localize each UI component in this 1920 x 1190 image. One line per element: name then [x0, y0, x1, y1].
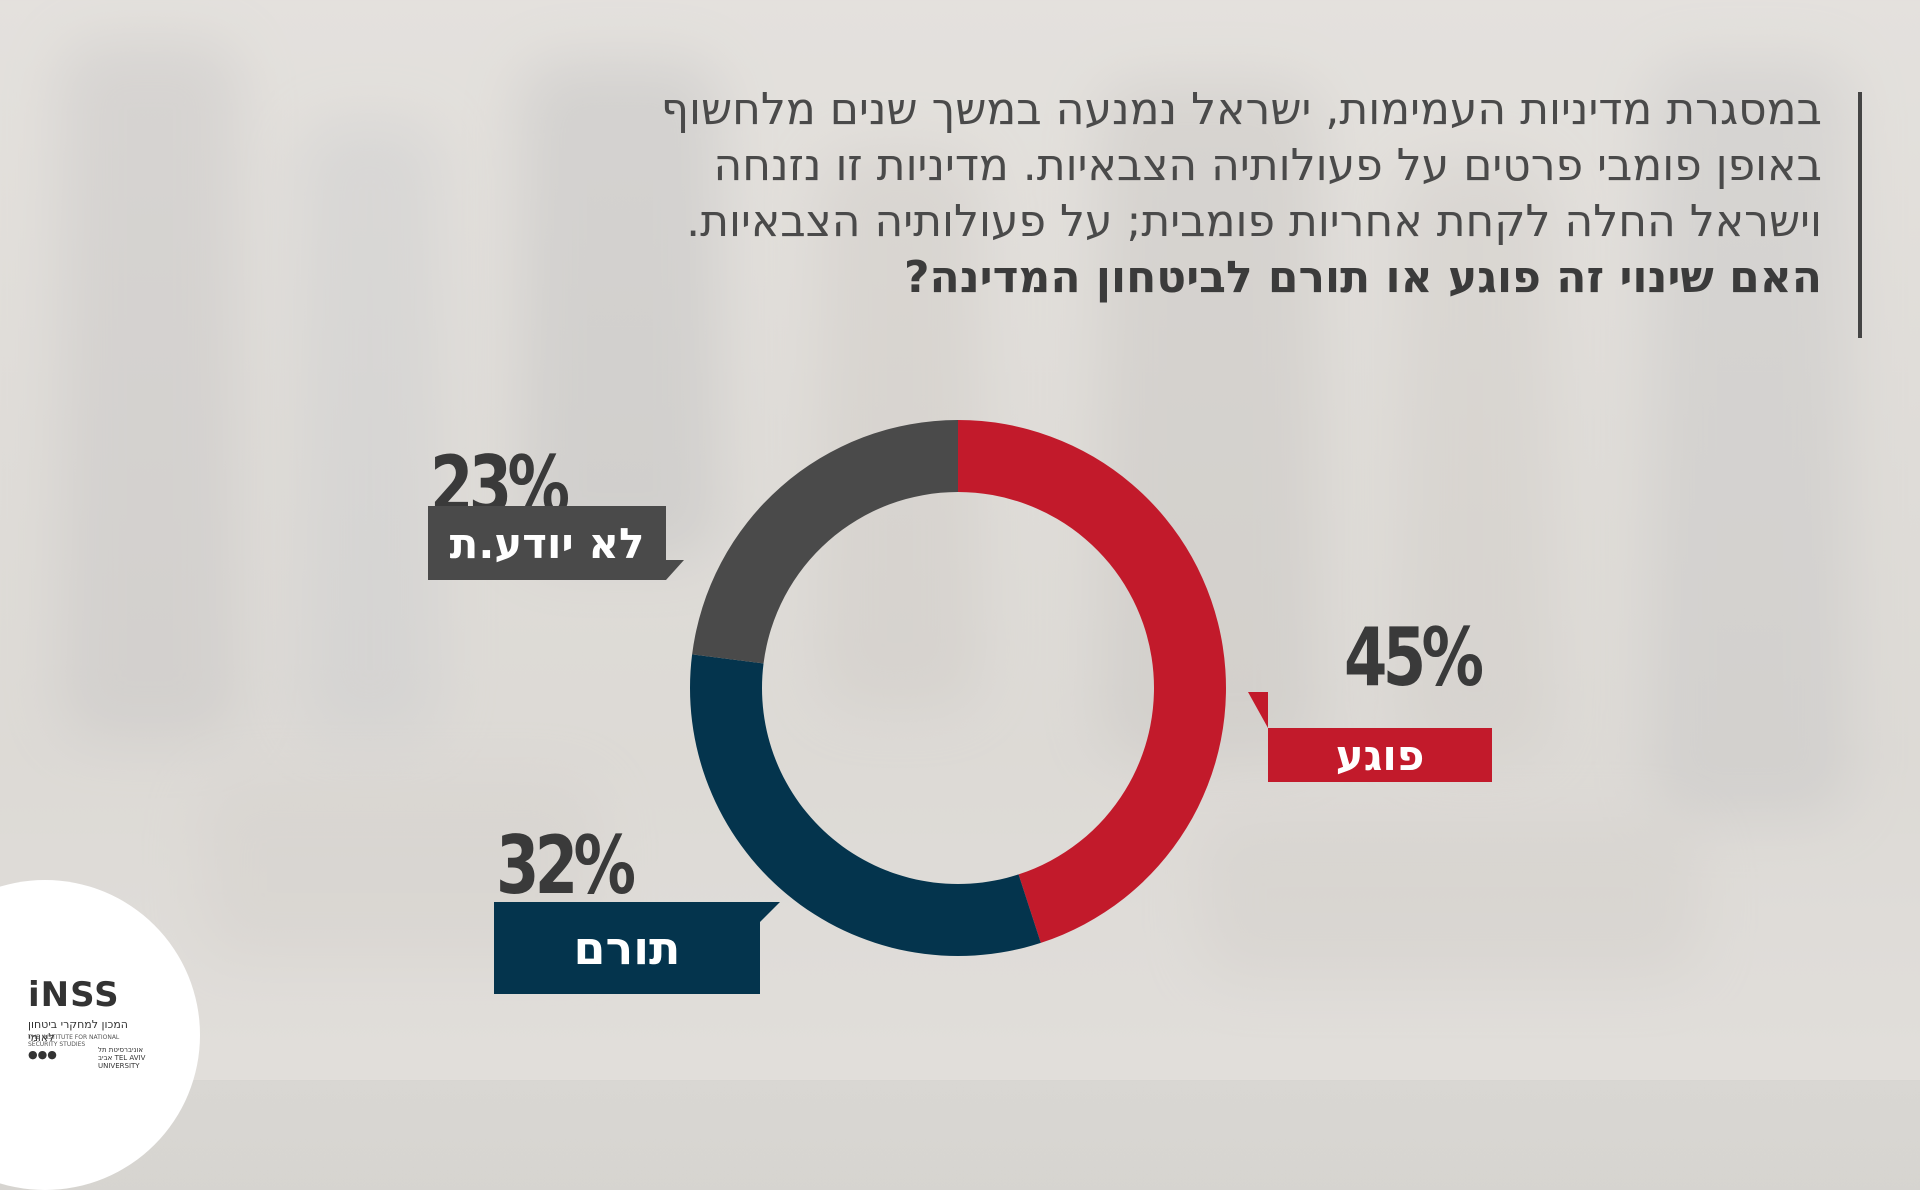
slice-dontknow: [692, 420, 958, 664]
logo-subtitle-en: THE INSTITUTE FOR NATIONAL SECURITY STUD…: [28, 1034, 120, 1048]
pct-label-harms: 45%: [1344, 611, 1484, 704]
question-line: במסגרת מדיניות העמימות, ישראל נמנעה במשך…: [660, 84, 1822, 135]
donut-chart: [689, 420, 1226, 956]
logo-dots-icon: ●●●: [28, 1048, 57, 1061]
tag-contributes: תורם: [494, 902, 760, 994]
slice-harms: [958, 420, 1226, 943]
survey-question: במסגרת מדיניות העמימות, ישראל נמנעה במשך…: [262, 82, 1822, 306]
tag-dontknow: לא יודע.ת: [428, 506, 666, 580]
question-line: וישראל החלה לקחת אחריות פומבית; על פעולו…: [686, 196, 1822, 247]
logo-wordmark: iNSS: [28, 975, 120, 1015]
slice-contributes: [689, 654, 1041, 956]
question-bold: האם שינוי זה פוגע או תורם לביטחון המדינה…: [903, 252, 1822, 303]
inss-logo: iNSS המכון למחקרי ביטחון לאומי THE INSTI…: [0, 880, 200, 1190]
tag-shapes: [666, 560, 1492, 922]
pct-label-contributes: 32%: [496, 819, 636, 912]
question-rule: [1858, 92, 1862, 338]
question-line: באופן פומבי פרטים על פעולותיה הצבאיות. מ…: [713, 140, 1823, 191]
logo-subtitle-he: המכון למחקרי ביטחון לאומי: [28, 1018, 128, 1044]
tag-shape-dontknow: [666, 560, 684, 580]
logo-university: אוניברסיטת תל אביב TEL AVIV UNIVERSITY: [98, 1046, 146, 1070]
tag-harms: פוגע: [1268, 728, 1492, 782]
tag-shape-contributes: [760, 902, 780, 922]
